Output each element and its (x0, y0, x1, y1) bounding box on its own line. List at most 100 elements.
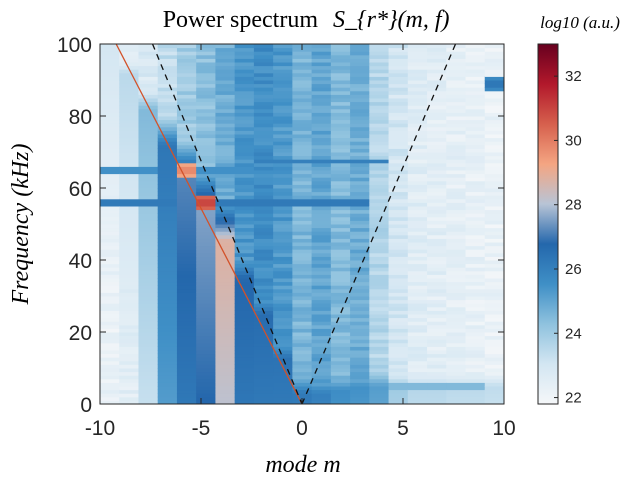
heatmap-cell (465, 378, 486, 383)
heatmap-cell (407, 152, 428, 157)
heatmap-cell (138, 317, 159, 322)
heatmap-cell (196, 191, 216, 196)
heatmap-cell (311, 152, 332, 157)
heatmap-cell (350, 72, 370, 77)
heatmap-cell (388, 126, 409, 131)
heatmap-cell (234, 234, 255, 239)
heatmap-cell (215, 238, 236, 243)
heatmap-cell (311, 231, 332, 236)
heatmap-cell (330, 195, 351, 200)
heatmap-cell (234, 220, 255, 225)
heatmap-cell (311, 220, 332, 225)
heatmap-cell (215, 342, 236, 347)
heatmap-cell (215, 299, 236, 304)
heatmap-cell (407, 54, 428, 59)
heatmap-cell (119, 328, 139, 333)
heatmap-cell (176, 162, 197, 167)
heatmap-cell (484, 224, 504, 229)
heatmap-cell (427, 285, 447, 290)
heatmap-cell (119, 137, 139, 142)
heatmap-cell (157, 209, 178, 214)
heatmap-cell (119, 252, 139, 257)
heatmap-cell (427, 342, 447, 347)
heatmap-cell (350, 90, 370, 95)
heatmap-cell (196, 270, 216, 275)
heatmap-cell (292, 130, 313, 135)
heatmap-cell (292, 368, 313, 373)
heatmap-cell (388, 274, 409, 279)
heatmap-cell (157, 353, 178, 358)
heatmap-cell (484, 62, 504, 67)
heatmap-cell (427, 270, 447, 275)
heatmap-cell (292, 65, 313, 70)
heatmap-cell (427, 162, 447, 167)
heatmap-cell (176, 288, 197, 293)
heatmap-cell (407, 288, 428, 293)
heatmap-cell (427, 364, 447, 369)
heatmap-cell (100, 148, 120, 153)
heatmap-cell (407, 270, 428, 275)
heatmap-cell (176, 47, 197, 52)
heatmap-cell (100, 278, 120, 283)
heatmap-cell (446, 371, 467, 376)
heatmap-cell (119, 278, 139, 283)
heatmap-cell (234, 90, 255, 95)
heatmap-cell (157, 396, 178, 401)
heatmap-cell (138, 123, 159, 128)
heatmap-cell (350, 389, 370, 394)
heatmap-cell (215, 357, 236, 362)
heatmap-cell (388, 328, 409, 333)
heatmap-cell (176, 400, 197, 404)
heatmap-cell (196, 188, 216, 193)
heatmap-cell (292, 87, 313, 92)
heatmap-cell (484, 346, 504, 351)
heatmap-cell (273, 180, 293, 185)
heatmap-cell (350, 94, 370, 99)
heatmap-cell (196, 389, 216, 394)
heatmap-cell (427, 324, 447, 329)
heatmap-cell (215, 314, 236, 319)
heatmap-cell (273, 224, 293, 229)
heatmap-cell (446, 184, 467, 189)
heatmap-cell (388, 90, 409, 95)
heatmap-cell (215, 335, 236, 340)
heatmap-cell (369, 324, 390, 329)
heatmap-cell (138, 44, 159, 49)
heatmap-cell (273, 101, 293, 106)
heatmap-cell (311, 188, 332, 193)
heatmap-cell (119, 285, 139, 290)
heatmap-cell (330, 87, 351, 92)
heatmap-cell (427, 130, 447, 135)
heatmap-cell (427, 152, 447, 157)
heatmap-cell (388, 134, 409, 139)
heatmap-cell (350, 87, 370, 92)
heatmap-cell (407, 303, 428, 308)
heatmap-cell (176, 141, 197, 146)
heatmap-cell (138, 389, 159, 394)
heatmap-cell (196, 357, 216, 362)
heatmap-cell (369, 242, 390, 247)
heatmap-cell (100, 209, 120, 214)
heatmap-cell (234, 245, 255, 250)
heatmap-cell (465, 72, 486, 77)
heatmap-cell (253, 234, 274, 239)
heatmap-cell (369, 314, 390, 319)
heatmap-cell (465, 353, 486, 358)
heatmap-cell (138, 324, 159, 329)
heatmap-cell (215, 386, 236, 391)
heatmap-cell (407, 260, 428, 265)
heatmap-cell (234, 267, 255, 272)
heatmap-cell (253, 188, 274, 193)
heatmap-cell (484, 80, 504, 85)
heatmap-cell (273, 324, 293, 329)
heatmap-cell (273, 198, 293, 203)
heatmap-cell (311, 62, 332, 67)
heatmap-cell (311, 270, 332, 275)
heatmap-cell (253, 238, 274, 243)
heatmap-cell (176, 270, 197, 275)
heatmap-cell (253, 173, 274, 178)
heatmap-cell (234, 126, 255, 131)
heatmap-cell (484, 249, 504, 254)
heatmap-cell (273, 281, 293, 286)
heatmap-cell (350, 278, 370, 283)
